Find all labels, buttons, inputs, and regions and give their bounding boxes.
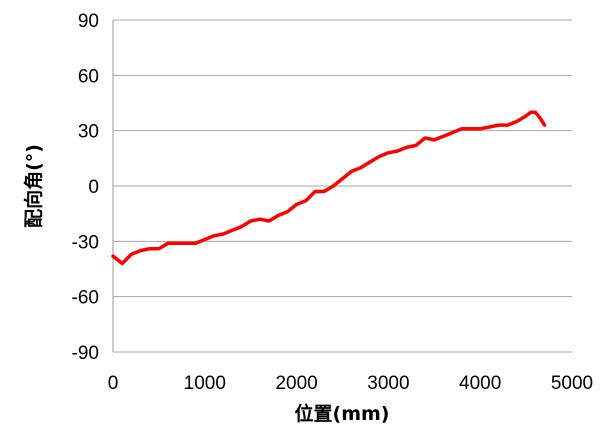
gridlines [113, 19, 572, 353]
y-tick-label: 0 [88, 177, 99, 198]
y-axis-title: 配向角(°) [22, 144, 45, 228]
x-tick-label: 5000 [551, 373, 593, 394]
y-tick-label: -30 [72, 232, 99, 253]
x-axis-title: 位置(mm) [295, 402, 390, 425]
x-tick-label: 4000 [459, 373, 501, 394]
y-tick-label: 30 [78, 122, 99, 143]
x-tick-label: 2000 [275, 373, 317, 394]
y-tick-label: -60 [72, 288, 99, 309]
x-tick-label: 3000 [367, 373, 409, 394]
x-tick-labels: 0 1000 2000 3000 4000 5000 [108, 373, 593, 394]
y-tick-label: 60 [78, 66, 99, 87]
y-tick-labels: -90 -60 -30 0 30 60 90 [72, 11, 99, 364]
x-tick-label: 0 [108, 373, 119, 394]
y-tick-label: 90 [78, 11, 99, 32]
y-tick-label: -90 [72, 343, 99, 364]
x-tick-label: 1000 [184, 373, 226, 394]
series-line [111, 110, 547, 266]
